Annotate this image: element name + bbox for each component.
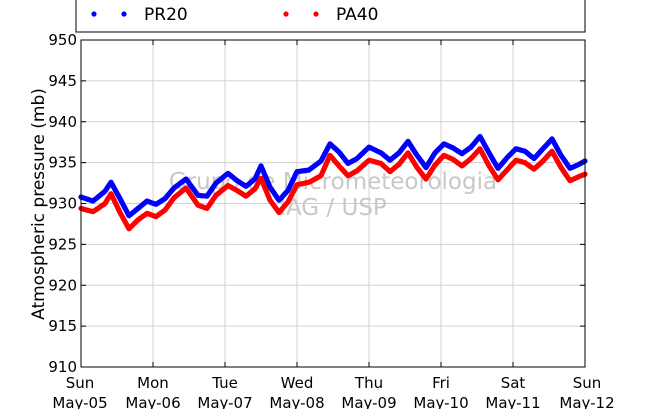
x-tick-label-date: May-10 bbox=[413, 394, 468, 409]
x-tick-label-date: May-07 bbox=[197, 394, 252, 409]
axis-ticks: Sun May-05 Mon May-06 Tue May-07 Wed May-08 Thu M… bbox=[48, 31, 614, 409]
x-tick-label-date: May-09 bbox=[341, 394, 396, 409]
y-tick-label: 910 bbox=[48, 358, 77, 376]
y-axis-label: Atmospheric pressure (mb) bbox=[29, 88, 49, 320]
series-pa40 bbox=[78, 146, 588, 232]
x-tick-label-day: Fri bbox=[432, 374, 450, 392]
y-tick-label: 945 bbox=[48, 72, 77, 90]
x-tick-label-date: May-08 bbox=[269, 394, 324, 409]
x-tick-label-date: May-12 bbox=[559, 394, 614, 409]
legend-label: PA40 bbox=[336, 5, 378, 25]
y-tick-label: 940 bbox=[48, 113, 77, 131]
watermark-line-2: IAG / USP bbox=[279, 195, 387, 221]
y-tick-label: 925 bbox=[48, 235, 77, 253]
legend-label: PR20 bbox=[144, 5, 188, 25]
y-tick-label: 920 bbox=[48, 276, 77, 294]
x-tick-label-day: Sat bbox=[501, 374, 526, 392]
legend-marker bbox=[121, 11, 127, 17]
x-tick-label-date: May-06 bbox=[125, 394, 180, 409]
grid-lines bbox=[81, 40, 585, 367]
legend-marker bbox=[313, 11, 319, 17]
data-series bbox=[78, 133, 588, 232]
y-tick-label: 935 bbox=[48, 154, 77, 172]
series-pr20 bbox=[78, 133, 588, 219]
legend-marker bbox=[91, 11, 97, 17]
legend: PR20 PA40 bbox=[75, 0, 586, 33]
x-tick-label-day: Wed bbox=[281, 374, 314, 392]
y-tick-label: 915 bbox=[48, 317, 77, 335]
x-tick-label-date: May-11 bbox=[485, 394, 540, 409]
x-tick-label-day: Tue bbox=[211, 374, 238, 392]
y-tick-label: 950 bbox=[48, 31, 77, 49]
x-tick-label-day: Sun bbox=[66, 374, 95, 392]
x-tick-label-day: Sun bbox=[573, 374, 602, 392]
x-tick-label-date: May-05 bbox=[52, 394, 107, 409]
legend-marker bbox=[283, 11, 289, 17]
x-tick-label-day: Thu bbox=[354, 374, 383, 392]
x-tick-label-day: Mon bbox=[137, 374, 169, 392]
legend-box bbox=[75, 0, 586, 33]
y-tick-label: 930 bbox=[48, 195, 77, 213]
